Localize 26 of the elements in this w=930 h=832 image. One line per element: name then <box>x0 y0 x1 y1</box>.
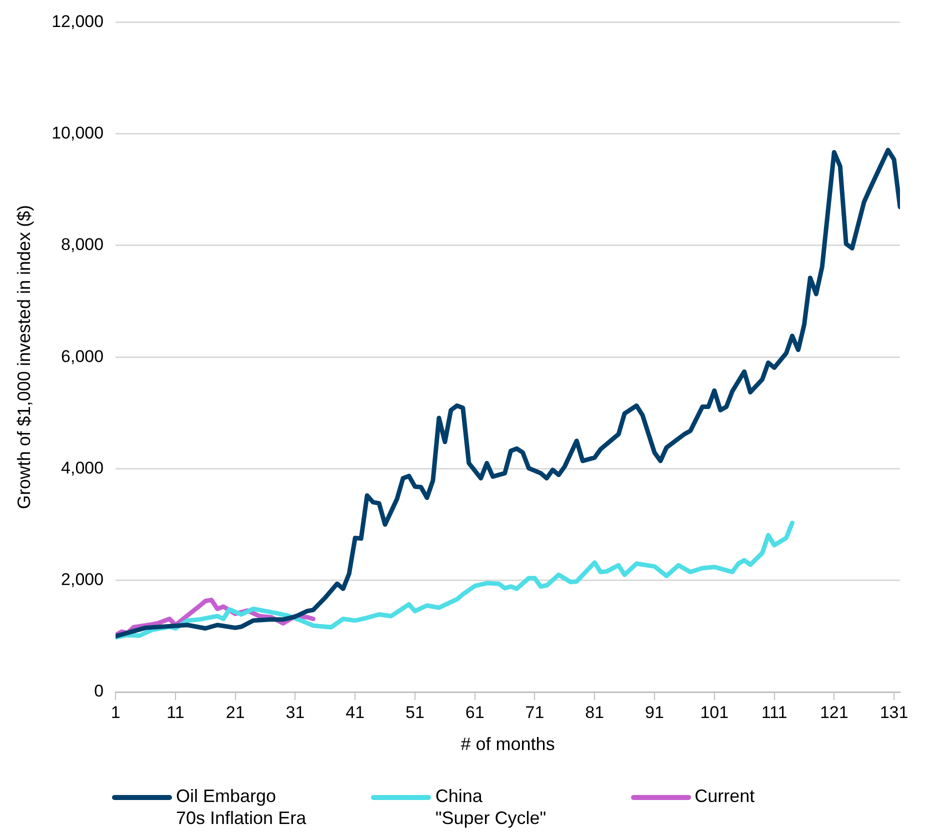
y-tick-label: 8,000 <box>61 235 104 254</box>
legend-label: China "Super Cycle" <box>435 785 546 829</box>
x-tick-label: 51 <box>406 702 424 722</box>
y-tick-label: 0 <box>94 682 104 701</box>
y-tick-label: 2,000 <box>61 570 104 590</box>
x-tick-label: 61 <box>465 702 484 722</box>
y-tick-label: 4,000 <box>61 458 104 478</box>
x-tick-label: 71 <box>525 702 544 722</box>
x-tick-label: 111 <box>761 702 788 722</box>
y-tick-label: 10,000 <box>52 124 104 143</box>
x-tick-label: 121 <box>820 702 848 722</box>
y-axis-title: Growth of $1,000 invested in index ($) <box>14 205 34 510</box>
x-tick-label: 101 <box>700 702 729 722</box>
x-tick-label: 131 <box>880 702 908 722</box>
x-tick-label: 11 <box>166 702 184 722</box>
legend-label: Current <box>694 785 755 807</box>
y-tick-label: 12,000 <box>52 12 104 31</box>
legend-label: Oil Embargo 70s Inflation Era <box>176 785 306 829</box>
x-tick-label: 1 <box>110 702 120 722</box>
x-tick-label: 41 <box>346 702 365 722</box>
x-tick-label: 91 <box>645 702 664 722</box>
x-tick-label: 81 <box>585 702 604 722</box>
x-axis-title: # of months <box>460 734 555 754</box>
x-tick-label: 31 <box>286 702 305 722</box>
x-tick-label: 21 <box>226 702 245 722</box>
y-tick-label: 6,000 <box>61 346 104 366</box>
